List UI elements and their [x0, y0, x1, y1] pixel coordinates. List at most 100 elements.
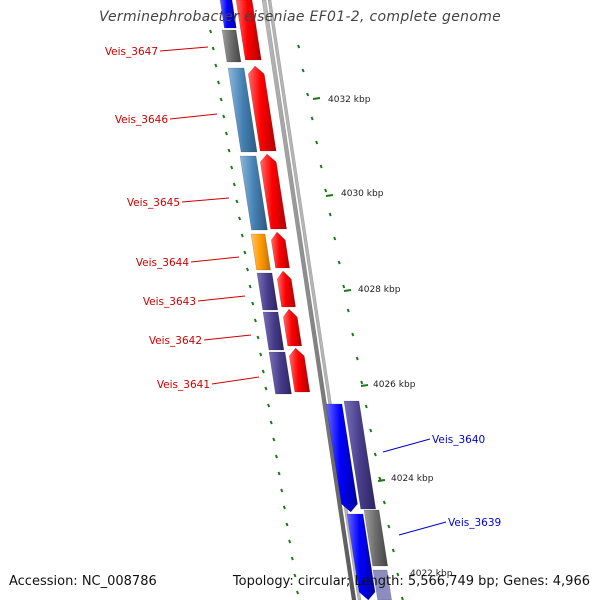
gene-features — [219, 0, 392, 600]
tick-mark — [224, 131, 228, 136]
tick-mark — [391, 548, 395, 553]
cog-block — [256, 272, 279, 311]
gene-label-veis-3643: Veis_3643 — [143, 296, 196, 308]
tick-mark — [378, 476, 382, 481]
gene-label-leaders — [159, 46, 447, 536]
tick-mark — [328, 212, 332, 217]
label-leader — [169, 113, 218, 120]
tick-mark — [297, 44, 301, 49]
tick-mark — [277, 471, 281, 476]
forward-gene-arrow — [259, 153, 287, 230]
gene-labels: Veis_3647 Veis_3646 Veis_3645 Veis_3644 Veis… — [105, 46, 501, 529]
tick-mark — [346, 308, 350, 313]
forward-gene-arrow — [276, 270, 296, 308]
tick-mark — [251, 301, 255, 306]
forward-gene-arrow — [288, 347, 311, 393]
tick-mark — [248, 284, 252, 289]
gene-label-veis-3642: Veis_3642 — [149, 335, 202, 347]
tick-mark — [310, 116, 314, 121]
tick-mark — [315, 140, 319, 145]
tick-mark — [259, 352, 263, 357]
tick-mark — [301, 68, 305, 73]
tick-mark — [364, 404, 368, 409]
tick-mark — [264, 386, 268, 391]
tick-mark — [235, 199, 239, 204]
tick-mark — [243, 250, 247, 255]
tick-mark — [222, 114, 226, 119]
tick-mark — [382, 500, 386, 505]
map-title: Verminephrobacter eiseniae EF01-2, compl… — [98, 9, 502, 25]
tick-mark — [342, 284, 346, 289]
tick-mark — [324, 188, 328, 193]
cog-block — [363, 509, 388, 567]
tick-mark — [288, 539, 292, 544]
tick-mark — [238, 216, 242, 221]
tick-mark — [219, 97, 223, 102]
gene-label-veis-3640: Veis_3640 — [432, 434, 485, 446]
scale-label: 4026 kbp — [373, 380, 416, 390]
major-tick — [325, 194, 334, 197]
scale-label: 4028 kbp — [358, 285, 401, 295]
tick-mark — [296, 590, 300, 595]
forward-gene-arrow — [270, 231, 290, 269]
tick-mark — [245, 267, 250, 272]
backbone-line — [261, 0, 357, 600]
label-leader — [197, 295, 246, 302]
tick-mark — [261, 369, 265, 374]
forward-gene-arrow — [235, 0, 262, 61]
tick-mark — [351, 332, 355, 337]
backbone — [261, 0, 362, 600]
gene-label-veis-3639: Veis_3639 — [448, 517, 501, 529]
tick-mark — [387, 524, 391, 529]
tick-mark — [240, 233, 244, 238]
scale-label: 4030 kbp — [341, 189, 384, 199]
tick-mark — [272, 437, 276, 442]
label-leader — [159, 46, 209, 52]
tick-mark — [360, 380, 364, 385]
genome-summary-text: Topology: circular; Length: 5,566,749 bp… — [232, 574, 590, 589]
tick-mark — [256, 335, 260, 340]
cog-block — [227, 67, 258, 153]
label-leader — [190, 256, 240, 263]
tick-mark — [369, 428, 373, 433]
gene-label-veis-3646: Veis_3646 — [115, 114, 169, 126]
cog-block — [219, 0, 237, 29]
reverse-gene-arrow — [325, 403, 358, 513]
major-tick — [377, 479, 386, 482]
scale-ticks — [209, 29, 404, 600]
label-leader — [211, 376, 260, 385]
tick-mark — [232, 182, 236, 187]
major-tick — [360, 384, 369, 387]
tick-mark — [396, 572, 400, 577]
cog-block — [221, 29, 242, 63]
tick-mark — [280, 488, 284, 493]
accession-text: Accession: NC_008786 — [9, 574, 157, 589]
forward-gene-arrow — [247, 65, 277, 152]
tick-mark — [209, 29, 213, 34]
reverse-gene-arrow — [346, 513, 376, 600]
tick-mark — [267, 403, 271, 408]
tick-mark — [274, 454, 279, 459]
major-tick — [343, 289, 352, 292]
gene-label-veis-3641: Veis_3641 — [157, 379, 210, 391]
tick-mark — [269, 420, 273, 425]
label-leader — [181, 197, 230, 203]
gene-label-veis-3645: Veis_3645 — [127, 197, 180, 209]
tick-mark — [230, 165, 234, 170]
tick-mark — [214, 63, 218, 68]
cog-block — [268, 351, 292, 395]
scale-label: 4024 kbp — [391, 474, 434, 484]
gene-label-veis-3644: Veis_3644 — [136, 257, 190, 269]
cog-block — [239, 155, 268, 231]
label-leader — [398, 521, 447, 536]
cog-block — [262, 311, 285, 351]
tick-mark — [227, 148, 231, 153]
tick-mark — [293, 573, 297, 578]
tick-mark — [306, 92, 310, 97]
cog-block — [372, 569, 392, 600]
tick-mark — [216, 80, 221, 85]
label-leader — [203, 334, 252, 341]
tick-mark — [285, 522, 289, 527]
tick-mark — [253, 318, 257, 323]
